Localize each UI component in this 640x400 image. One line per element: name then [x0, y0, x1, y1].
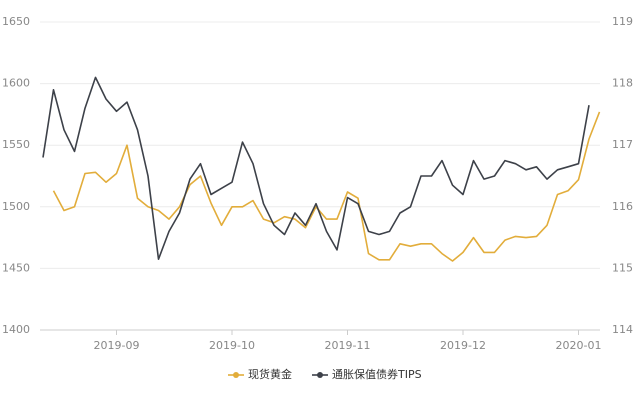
series-line	[42, 76, 590, 260]
y-tick-label: 1650	[2, 15, 30, 28]
y2-tick-label: 118	[612, 77, 633, 90]
series-line	[52, 111, 601, 262]
y2-tick-label: 116	[612, 200, 633, 213]
y-tick-label: 1600	[2, 77, 30, 90]
legend-label: 现货黄金	[248, 367, 292, 381]
legend-marker	[233, 372, 239, 378]
x-tick-label: 2019-11	[325, 339, 371, 352]
legend-item: 现货黄金	[228, 367, 292, 381]
y2-tick-label: 117	[612, 138, 633, 151]
y2-tick-label: 114	[612, 323, 633, 336]
y2-tick-label: 119	[612, 15, 633, 28]
x-tick-label: 2020-01	[556, 339, 602, 352]
legend-marker	[317, 372, 323, 378]
y-tick-label: 1550	[2, 138, 30, 151]
y-tick-label: 1500	[2, 200, 30, 213]
x-tick-label: 2019-09	[94, 339, 140, 352]
x-tick-label: 2019-12	[440, 339, 486, 352]
legend: 现货黄金 通胀保值债券TIPS	[228, 367, 422, 381]
y-tick-label: 1450	[2, 261, 30, 274]
y-tick-label: 1400	[2, 323, 30, 336]
x-tick-label: 2019-10	[209, 339, 255, 352]
y2-tick-label: 115	[612, 261, 633, 274]
legend-label: 通胀保值债券TIPS	[332, 367, 422, 381]
legend-item: 通胀保值债券TIPS	[312, 367, 422, 381]
